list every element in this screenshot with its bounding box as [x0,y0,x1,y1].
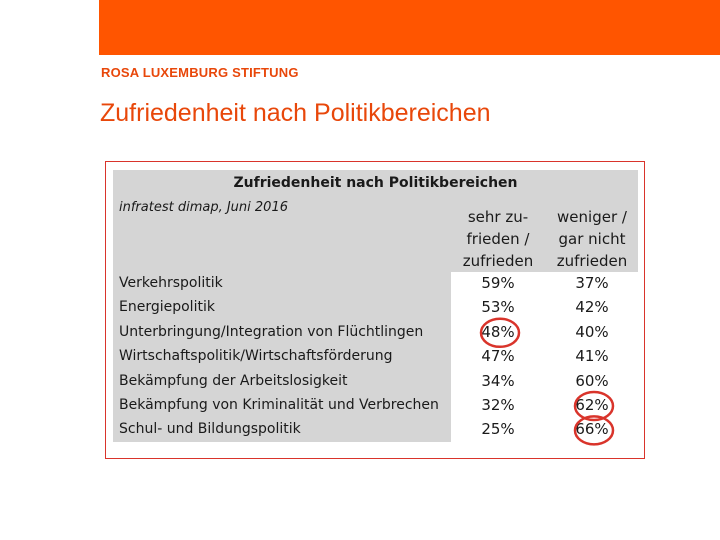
row-label: Schul- und Bildungspolitik [119,421,301,438]
row-label: Bekämpfung der Arbeitslosigkeit [119,372,348,389]
value-satisfied: 59% [481,274,515,292]
value-dissatisfied: 41% [575,347,609,366]
value-dissatisfied: 60% [575,371,609,390]
value-dissatisfied: 42% [575,298,609,317]
row-label: Bekämpfung von Kriminalität und Verbrech… [119,397,439,413]
column-header-dissatisfied: weniger / gar nicht zufrieden [546,206,638,272]
column-header-line: sehr zu- [467,208,529,226]
value-satisfied: 34% [481,371,515,390]
row-label: Verkehrspolitik [119,275,223,291]
value-satisfied: 25% [481,420,515,439]
table-source: infratest dimap, Juni 2016 [119,200,288,215]
column-header-line: gar nicht [558,230,626,248]
column-header-line: zufrieden [462,252,534,270]
value-dissatisfied: 40% [575,322,609,341]
column-header-line: weniger / [557,208,627,226]
row-label: Unterbringung/Integration von Flüchtling… [119,323,424,340]
value-satisfied: 47% [481,347,515,366]
value-satisfied: 32% [481,396,515,414]
value-dissatisfied: 66% [575,420,609,439]
top-accent-bar [99,0,720,55]
table-title: Zufriedenheit nach Politikbereichen [233,175,518,191]
brand-name: ROSA LUXEMBURG STIFTUNG [101,65,299,80]
row-label: Energiepolitik [119,299,215,316]
value-dissatisfied: 62% [575,396,609,414]
column-header-satisfied: sehr zu- frieden / zufrieden [451,206,545,272]
row-label: Wirtschaftspolitik/Wirtschaftsförderung [119,348,393,365]
value-satisfied: 48% [481,322,515,341]
slide-title: Zufriedenheit nach Politikbereichen [100,99,491,127]
column-header-line: frieden / [466,230,530,248]
value-dissatisfied: 37% [575,274,609,292]
value-satisfied: 53% [481,298,515,317]
column-header-line: zufrieden [556,252,628,270]
survey-table: Zufriedenheit nach Politikbereichen infr… [113,170,638,442]
